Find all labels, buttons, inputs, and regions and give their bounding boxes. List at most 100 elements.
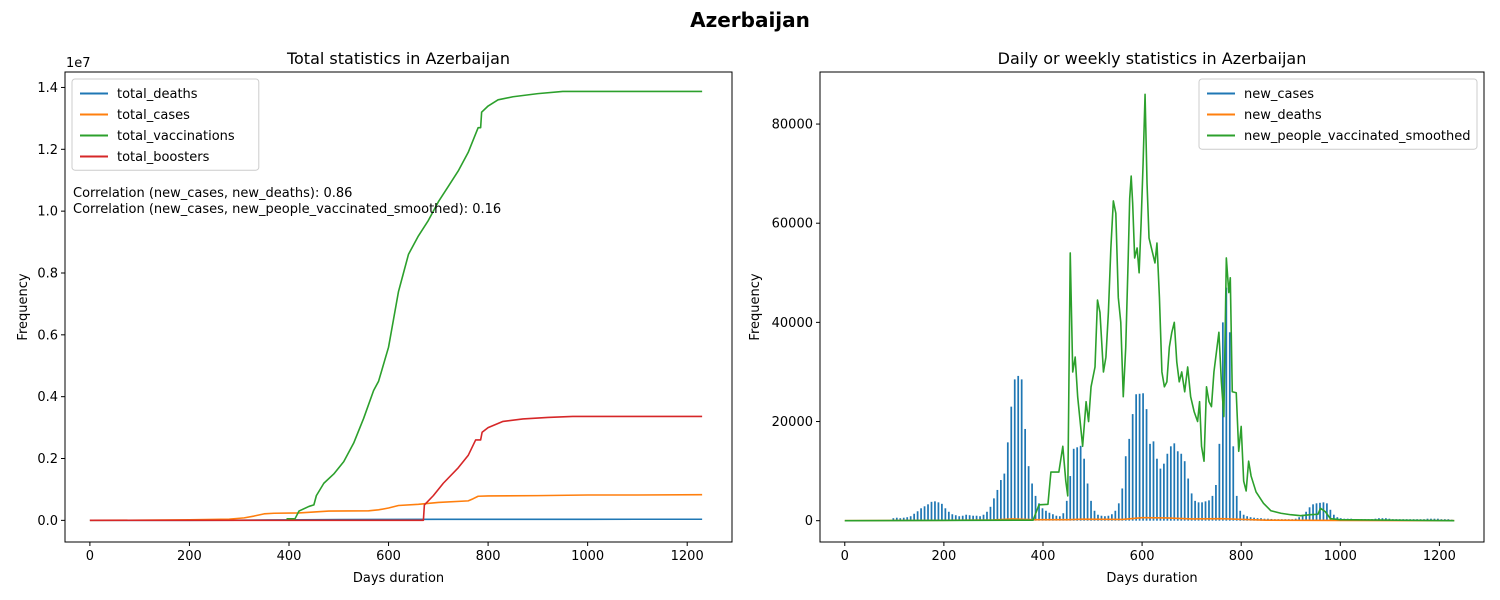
bar-new_cases [1003,473,1006,521]
bar-new_cases [1180,453,1183,521]
bar-new_cases [1145,409,1148,521]
bar-new_cases [1242,514,1245,521]
bar-new_cases [913,513,916,521]
bar-new_cases [1083,458,1085,521]
bar-new_cases [1104,516,1106,521]
bar-new_cases [986,511,988,521]
bar-new_cases [1114,510,1117,521]
x-axis-label: Days duration [1106,571,1197,586]
y-tick-label: 1.4 [37,81,58,96]
bar-new_cases [1048,512,1051,521]
bar-new_cases [1107,515,1110,521]
bar-new_cases [1111,514,1113,521]
bar-new_cases [1031,483,1033,521]
bar-new_cases [1197,502,1200,521]
bar-new_cases [1024,428,1027,521]
bar-new_cases [1235,495,1238,521]
x-tick-label: 1200 [1423,549,1456,564]
bar-new_cases [1156,458,1158,521]
x-tick-label: 600 [376,549,401,564]
bar-new_cases [1332,514,1335,521]
bar-new_cases [934,501,936,521]
bar-new_cases [1093,510,1096,521]
bar-new_cases [1301,514,1304,521]
y-axis-label: Frequency [748,273,763,340]
legend-label-total_deaths: total_deaths [117,87,198,102]
bar-new_cases [1208,500,1210,521]
chart-total-statistics: Total statistics in Azerbaijan Days dura… [16,49,733,586]
bar-new_cases [979,516,981,521]
x-tick-label: 400 [1031,549,1056,564]
bar-new_cases [1437,518,1439,521]
annotation-corr-vaccinated: Correlation (new_cases, new_people_vacci… [73,202,501,217]
y-tick-label: 0.6 [37,328,58,343]
y-tick-label: 0.2 [37,452,58,467]
legend-label-total_vaccinations: total_vaccinations [117,129,235,144]
bar-new_cases [1072,448,1075,521]
bar-new_cases [916,511,919,521]
bar-new_cases [1329,509,1332,521]
bar-new_cases [989,506,992,521]
bar-new_cases [1138,393,1141,521]
bar-new_cases [1076,447,1079,521]
series-line-total_vaccinations [286,90,703,520]
bar-new_cases [975,515,978,521]
y-tick-label: 1.0 [37,205,58,220]
bar-new_cases [1086,483,1089,521]
bar-new_cases [972,515,974,521]
bar-new_cases [965,514,968,521]
bar-new_cases [1121,488,1124,521]
bar-new_cases [1163,463,1165,521]
bar-new_cases [1221,322,1224,521]
plot-area [89,90,703,522]
bar-new_cases [993,498,995,521]
x-tick-label: 400 [277,549,302,564]
legend-label-total_cases: total_cases [117,108,190,123]
series-new_cases [892,287,1453,521]
bar-new_cases [1194,500,1196,521]
bar-new_cases [1211,495,1214,521]
y-tick-label: 0.0 [37,514,58,529]
bar-new_cases [951,514,954,521]
bar-new_cases [1124,456,1127,521]
bar-new_cases [1013,379,1016,521]
bar-new_cases [1319,502,1321,521]
bar-new_cases [1062,513,1065,521]
legend: new_cases new_deaths new_people_vaccinated… [1198,78,1478,150]
bar-new_cases [1027,466,1030,521]
bar-new_cases [1246,516,1248,521]
y-tick-label: 20000 [772,415,813,430]
x-tick-label: 1000 [1324,549,1357,564]
x-tick-label: 200 [931,549,956,564]
bar-new_cases [1097,514,1099,521]
bar-new_cases [906,517,909,521]
bar-new_cases [954,515,957,521]
series-line-total_cases [89,493,703,522]
bar-new_cases [1041,508,1044,521]
figure-title: Azerbaijan [690,8,810,32]
bar-new_cases [930,501,933,521]
bar-new_cases [982,514,985,521]
bar-new_cases [1100,515,1103,521]
bar-new_cases [1159,468,1162,521]
legend: total_deaths total_cases total_vaccination… [71,78,260,171]
x-tick-label: 0 [86,549,94,564]
bar-new_cases [1433,518,1436,521]
chart-title: Daily or weekly statistics in Azerbaijan [998,49,1307,68]
legend-label-new_cases: new_cases [1244,87,1314,102]
bar-new_cases [968,515,971,521]
bar-new_cases [941,503,943,521]
bar-new_cases [947,511,950,521]
bar-new_cases [909,516,912,521]
axes-frame [64,71,733,543]
bar-new_cases [1017,375,1020,521]
bar-new_cases [1000,480,1002,521]
bar-new_cases [1010,406,1013,521]
legend-label-new_people_vaccinated_smoothed: new_people_vaccinated_smoothed [1244,129,1470,144]
annotation-corr-deaths: Correlation (new_cases, new_deaths): 0.8… [73,186,352,201]
bar-new_cases [944,508,947,521]
bar-new_cases [1204,501,1207,521]
bar-new_cases [1152,441,1155,521]
bar-new_cases [1135,394,1138,521]
